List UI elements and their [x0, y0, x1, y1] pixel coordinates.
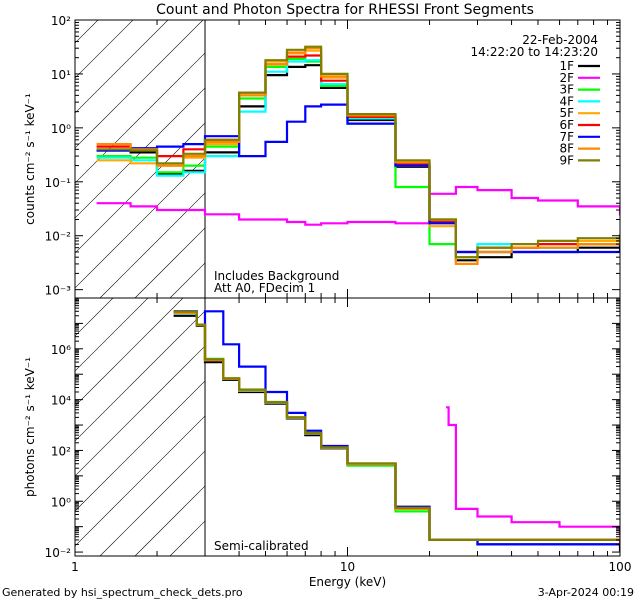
series-line-3F — [96, 57, 620, 259]
series-line-5F — [96, 49, 620, 259]
y-tick-label: 10⁰ — [51, 495, 71, 509]
legend-label: 2F — [559, 71, 574, 85]
y-tick-label: 10² — [51, 444, 71, 458]
hatch-line — [75, 20, 204, 149]
hatch-line — [75, 52, 206, 184]
y-axis-label: counts cm⁻² s⁻¹ keV⁻¹ — [23, 93, 37, 225]
figure-title: Count and Photon Spectra for RHESSI Fron… — [156, 2, 534, 18]
y-tick-label: 10⁻³ — [45, 284, 72, 298]
hatch-line — [75, 310, 206, 442]
hatch-line — [75, 122, 206, 254]
hatch-line — [75, 87, 206, 219]
hatch-line — [275, 136, 640, 556]
panel-annotation: Att A0, FDecim 1 — [214, 281, 315, 295]
date-label: 22-Feb-2004 — [522, 33, 598, 47]
series-line-9F — [96, 45, 620, 259]
hatch-line — [485, 136, 640, 556]
hatch-line — [75, 20, 169, 114]
legend-label: 1F — [559, 59, 574, 73]
plot-frame — [74, 297, 621, 557]
series-line-2F — [96, 185, 620, 226]
y-tick-label: 10⁻¹ — [45, 176, 72, 190]
panel-bottom: 10⁻² 10⁰ 10² 10⁴ 10⁶ 1 10 100 Energy (keV) photon… — [23, 136, 640, 589]
hatch-line — [204, 555, 206, 556]
hatch-line — [310, 136, 640, 556]
hatch-line — [134, 485, 206, 556]
panel-annotation: Semi-calibrated — [214, 539, 309, 553]
hatch-line — [99, 192, 206, 298]
hatch-line — [75, 157, 206, 289]
time-range-label: 14:22:20 to 14:23:20 — [471, 45, 598, 59]
footer-generated-by: Generated by hsi_spectrum_check_dets.pro — [2, 586, 243, 599]
hatch-line — [75, 298, 149, 372]
hatch-line — [75, 298, 184, 407]
series-line-1F — [173, 314, 620, 552]
series-line-9F — [173, 310, 620, 541]
y-tick-label: 10⁴ — [51, 394, 71, 408]
hatch-line — [450, 136, 640, 556]
y-tick-label: 10⁻² — [45, 546, 72, 560]
legend-label: 5F — [559, 106, 574, 120]
y-tick-label: 10⁰ — [51, 122, 71, 136]
series-line-3F — [173, 310, 620, 541]
hatch-line — [75, 380, 206, 512]
panel-top: 10⁻³ 10⁻² 10⁻¹ 10⁰ 10¹ 10² counts cm⁻² s⁻¹ keV… — [23, 14, 621, 299]
panel-annotation: Includes Background — [214, 269, 339, 283]
legend-label: 7F — [559, 130, 574, 144]
y-tick-label: 10⁶ — [51, 343, 71, 357]
y-axis-label: photons cm⁻² s⁻¹ keV⁻¹ — [23, 357, 37, 497]
legend-label: 3F — [559, 83, 574, 97]
hatch-line — [99, 450, 206, 556]
legend-label: 8F — [559, 142, 574, 156]
series-line-7F — [96, 103, 620, 254]
hatch-line — [240, 136, 640, 556]
x-tick-label: 1 — [71, 560, 79, 574]
hatch-line — [380, 136, 640, 556]
legend-label: 4F — [559, 94, 574, 108]
legend-label: 6F — [559, 118, 574, 132]
y-tick-label: 10¹ — [51, 68, 71, 82]
y-tick-label: 10⁻² — [45, 230, 72, 244]
y-tick-label: 10² — [51, 14, 71, 28]
shaded-region — [75, 136, 640, 556]
hatch-line — [75, 298, 114, 337]
series-line-5F — [173, 310, 620, 541]
footer-timestamp: 3-Apr-2024 00:19 — [538, 586, 634, 599]
series-line-2F — [446, 406, 620, 536]
series-group — [173, 310, 620, 552]
hatch-line — [345, 136, 640, 556]
x-tick-label: 10 — [340, 560, 355, 574]
x-axis-label: Energy (keV) — [309, 575, 386, 589]
series-group — [96, 45, 620, 265]
hatch-line — [75, 415, 206, 547]
legend-label: 9F — [559, 153, 574, 167]
x-tick-label: 100 — [609, 560, 632, 574]
